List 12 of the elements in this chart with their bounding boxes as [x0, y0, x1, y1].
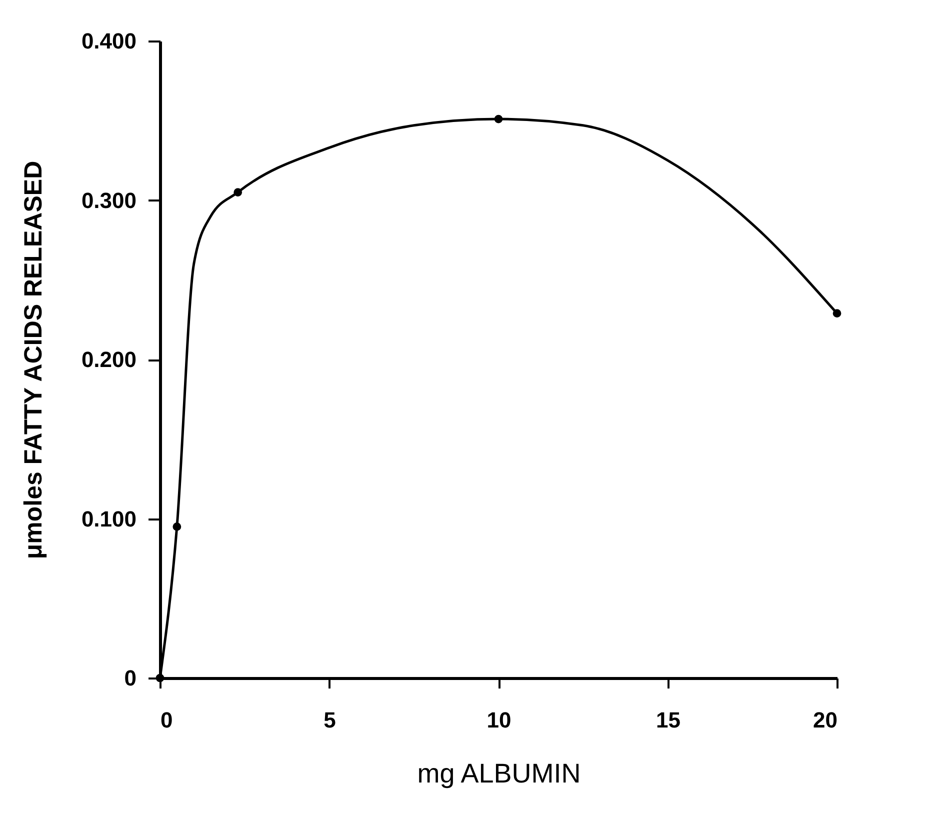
x-tick-label: 5 [324, 708, 336, 732]
y-tick-label: 0.100 [81, 506, 136, 532]
y-tick-label: 0 [124, 666, 136, 690]
x-tick-label: 20 [813, 708, 838, 732]
x-tick-label: 15 [656, 708, 680, 732]
y-tick-label: 0.300 [81, 188, 136, 213]
x-tick-label: 0 [160, 708, 173, 732]
y-tick-label: 0.200 [81, 347, 136, 372]
y-axis-title: μmoles FATTY ACIDS RELEASED [19, 160, 48, 560]
x-axis-title: mg ALBUMIN [417, 758, 581, 788]
x-tick-label: 10 [486, 708, 512, 732]
y-tick-label: 0.400 [81, 28, 136, 54]
